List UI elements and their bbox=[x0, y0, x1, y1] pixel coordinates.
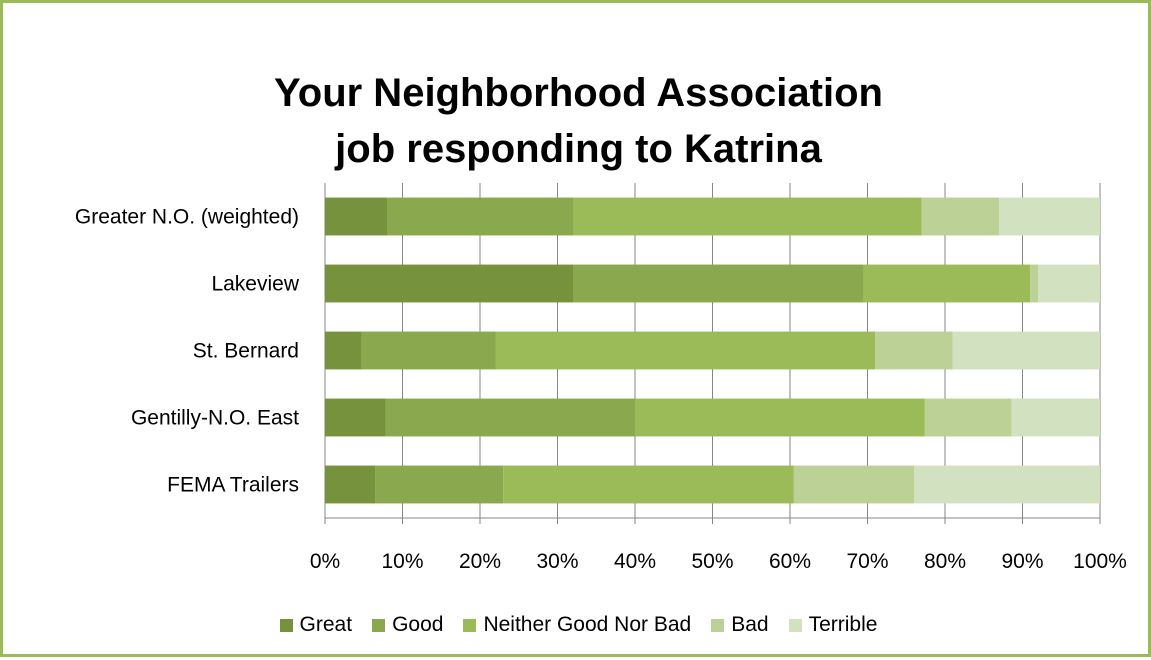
legend-label: Terrible bbox=[808, 613, 878, 636]
bar-segment bbox=[1011, 398, 1100, 437]
bar-segment bbox=[573, 197, 922, 236]
bar-segment bbox=[325, 264, 573, 303]
x-tick-label: 30% bbox=[536, 550, 578, 573]
x-tick-label: 50% bbox=[691, 550, 733, 573]
bar-segment bbox=[325, 465, 376, 504]
bar-segment bbox=[921, 197, 1000, 236]
category-label: St. Bernard bbox=[193, 340, 299, 363]
bar-segment bbox=[387, 197, 573, 236]
x-tick-label: 100% bbox=[1073, 550, 1127, 573]
legend-item: Terrible bbox=[788, 613, 878, 637]
legend-label: Bad bbox=[731, 613, 769, 636]
bar-segment bbox=[573, 264, 864, 303]
legend-label: Great bbox=[299, 613, 353, 636]
legend-item: Neither Good Nor Bad bbox=[463, 613, 691, 637]
bar-segment bbox=[1038, 264, 1100, 303]
x-tick-label: 40% bbox=[614, 550, 656, 573]
x-tick-label: 80% bbox=[924, 550, 966, 573]
legend-item: Great bbox=[279, 613, 353, 637]
chart-title-line-1: Your Neighborhood Association bbox=[274, 71, 883, 115]
x-tick-label: 0% bbox=[310, 550, 340, 573]
bar-segment bbox=[924, 398, 1012, 437]
chart-title: Your Neighborhood Association job respon… bbox=[3, 65, 1151, 177]
bar-segment bbox=[325, 197, 387, 236]
bar-segment bbox=[875, 331, 953, 370]
x-tick-label: 20% bbox=[459, 550, 501, 573]
bar-segment bbox=[495, 331, 876, 370]
legend-item: Good bbox=[372, 613, 443, 637]
chart-plot: 0% 10% 20% 30% 40% 50% 60% 70% 80% 90% 100% Greater… bbox=[75, 183, 1127, 573]
bar-segment bbox=[385, 398, 636, 437]
legend-item: Bad bbox=[711, 613, 769, 637]
bar-segment bbox=[375, 465, 504, 504]
bar-segment bbox=[793, 465, 914, 504]
legend-swatch bbox=[711, 618, 725, 632]
legend-swatch bbox=[788, 618, 802, 632]
bar-segment bbox=[325, 398, 386, 437]
chart-legend: Great Good Neither Good Nor Bad Bad Terrible bbox=[3, 613, 1151, 637]
x-tick-label: 10% bbox=[381, 550, 423, 573]
bar-segment bbox=[863, 264, 1031, 303]
x-tick-label: 60% bbox=[769, 550, 811, 573]
bar-segment bbox=[635, 398, 925, 437]
x-tick-label: 70% bbox=[846, 550, 888, 573]
bar-segment bbox=[361, 331, 496, 370]
category-label: Lakeview bbox=[211, 273, 299, 296]
bar-segment bbox=[325, 331, 362, 370]
bar-segment bbox=[914, 465, 1100, 504]
legend-swatch bbox=[279, 618, 293, 632]
bar-segment bbox=[999, 197, 1100, 236]
bar-segment bbox=[1030, 264, 1038, 303]
legend-swatch bbox=[463, 618, 477, 632]
x-tick-label: 90% bbox=[1001, 550, 1043, 573]
category-label: FEMA Trailers bbox=[167, 474, 299, 497]
bar-segment bbox=[952, 331, 1100, 370]
category-label: Greater N.O. (weighted) bbox=[75, 206, 299, 229]
chart-title-line-2: job responding to Katrina bbox=[335, 127, 822, 171]
category-label: Gentilly-N.O. East bbox=[131, 407, 299, 430]
legend-label: Good bbox=[392, 613, 444, 636]
legend-swatch bbox=[372, 618, 386, 632]
bar-segment bbox=[503, 465, 794, 504]
legend-label: Neither Good Nor Bad bbox=[483, 613, 692, 636]
